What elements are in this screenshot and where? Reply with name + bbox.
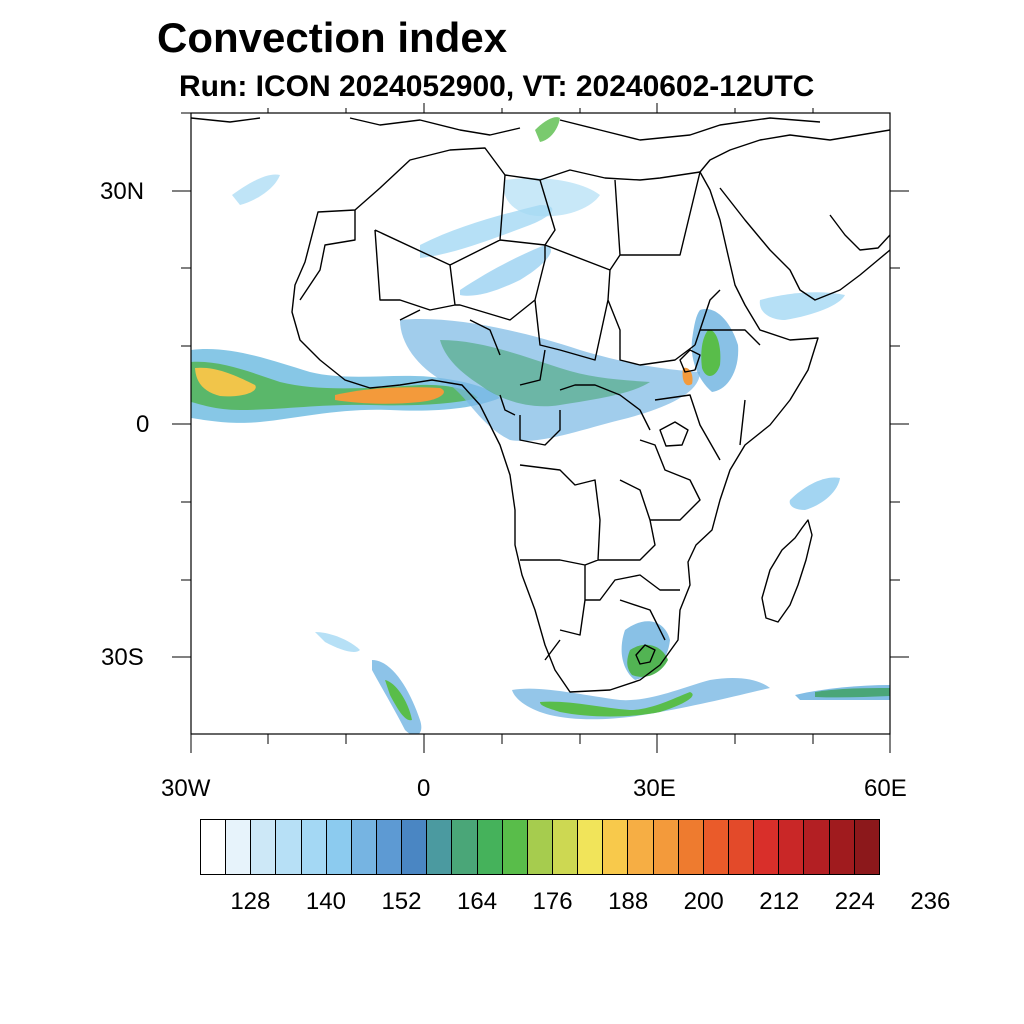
convection-southern-ocean-1-core — [540, 692, 693, 717]
europe-coastline — [191, 117, 821, 141]
convection-south-atlantic-2 — [315, 632, 360, 653]
colorbar-swatch — [628, 820, 654, 874]
colorbar-swatch — [578, 820, 604, 874]
map-ticks — [172, 103, 909, 753]
convection-sahara-2 — [460, 245, 551, 296]
convection-arabia — [759, 292, 845, 320]
lat-label-30s: 30S — [101, 644, 144, 671]
map-title: Convection index — [157, 14, 508, 61]
convection-mediterranean — [535, 117, 560, 142]
convection-band-itcz-peak — [195, 367, 256, 397]
ethiopia-outline — [679, 349, 701, 373]
arabia-coastline — [699, 129, 890, 301]
convection-south-atlantic-core — [385, 680, 412, 721]
country-borders — [299, 171, 761, 661]
map-subtitle: Run: ICON 2024052900, VT: 20240602-12UTC — [179, 70, 815, 103]
colorbar-label: 176 — [532, 888, 573, 915]
convection-ethiopia-core — [701, 329, 721, 376]
lon-label-60e: 60E — [864, 775, 907, 802]
colorbar-label: 224 — [834, 888, 875, 915]
colorbar-swatch — [201, 820, 227, 874]
colorbar-swatch — [754, 820, 780, 874]
lon-label-0: 0 — [417, 775, 431, 802]
lon-label-30w: 30W — [161, 775, 211, 802]
colorbar-swatch — [678, 820, 704, 874]
colorbar-label: 128 — [230, 888, 271, 915]
colorbar-swatch — [804, 820, 830, 874]
convection-sahara-1 — [420, 205, 553, 258]
lat-label-0: 0 — [136, 411, 150, 438]
colorbar-swatch — [728, 820, 755, 874]
colorbar-label: 140 — [305, 888, 346, 915]
colorbar-label: 236 — [910, 888, 951, 915]
colorbar-label: 152 — [381, 888, 422, 915]
convection-atlantic-north — [232, 174, 280, 205]
africa-coastline — [291, 147, 819, 693]
colorbar-swatch — [552, 820, 579, 874]
colorbar-swatch — [402, 820, 428, 874]
colorbar-swatch — [854, 820, 879, 874]
convection-madagascar — [789, 477, 840, 510]
colorbar-swatch — [452, 820, 478, 874]
colorbar-swatch — [301, 820, 327, 874]
colorbar-swatch — [326, 820, 352, 874]
lesotho-border — [635, 644, 656, 665]
map-boundaries — [191, 117, 890, 693]
convection-libya — [503, 178, 600, 217]
convection-band-gulf-peak — [335, 387, 444, 404]
colorbar-swatch — [703, 820, 729, 874]
colorbar-swatch — [376, 820, 403, 874]
lon-label-30e: 30E — [633, 775, 676, 802]
convection-field — [191, 117, 890, 734]
colorbar-swatch — [527, 820, 553, 874]
convection-southern-ocean-2-core — [815, 688, 890, 698]
colorbar-swatch — [427, 820, 453, 874]
colorbar-swatch — [226, 820, 252, 874]
colorbar-swatch — [351, 820, 377, 874]
convection-central-africa-core — [440, 340, 650, 407]
colorbar-label: 164 — [457, 888, 498, 915]
madagascar-coastline — [761, 519, 813, 623]
lat-label-30n: 30N — [100, 178, 145, 205]
colorbar-swatch — [603, 820, 629, 874]
colorbar — [200, 819, 880, 875]
colorbar-swatch — [502, 820, 528, 874]
colorbar-swatch — [276, 820, 302, 874]
colorbar-label: 212 — [759, 888, 800, 915]
colorbar-label: 200 — [683, 888, 724, 915]
colorbar-swatch — [251, 820, 277, 874]
lake-victoria — [659, 421, 689, 447]
colorbar-label: 188 — [608, 888, 649, 915]
colorbar-swatch — [829, 820, 855, 874]
colorbar-swatch — [653, 820, 679, 874]
colorbar-swatch — [779, 820, 805, 874]
colorbar-swatch — [477, 820, 503, 874]
